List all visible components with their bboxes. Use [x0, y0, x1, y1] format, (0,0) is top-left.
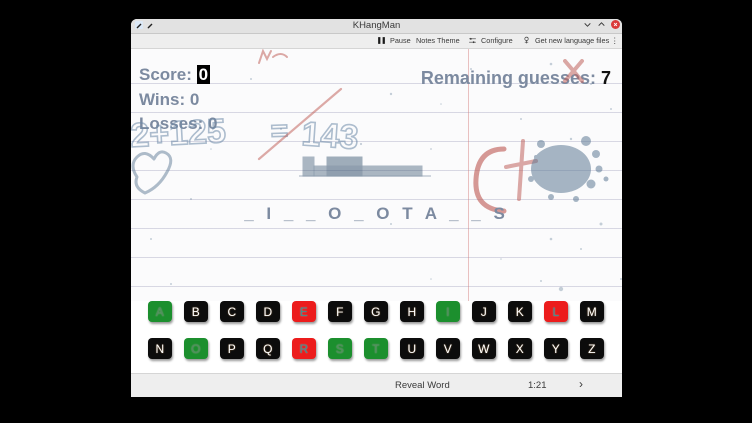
svg-text:2+125: 2+125: [131, 112, 227, 155]
svg-text:143: 143: [300, 115, 359, 157]
